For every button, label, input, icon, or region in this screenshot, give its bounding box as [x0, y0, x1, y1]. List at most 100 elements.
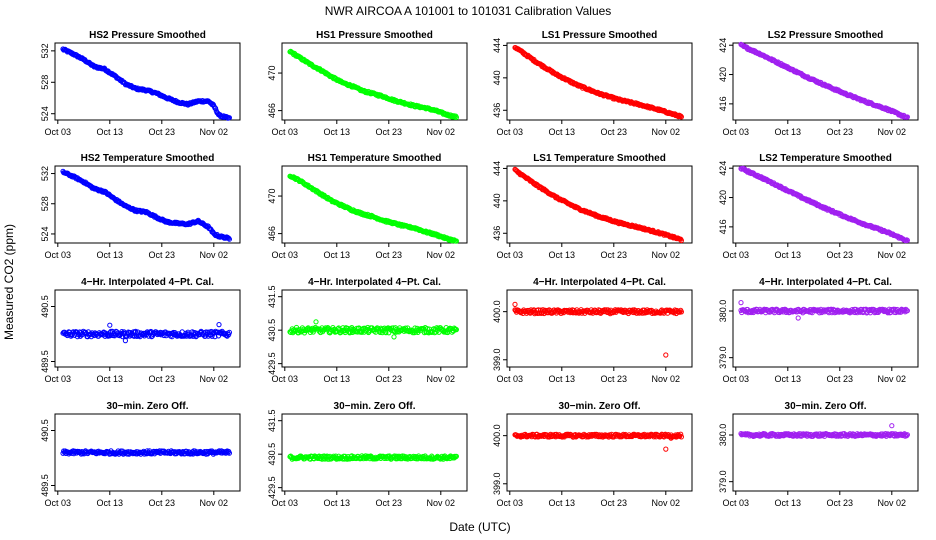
panel-grid: HS2 Pressure Smoothed 524 528 532 Oct 03 Oct …: [40, 30, 919, 508]
plot-frame: [54, 413, 241, 492]
chart-panel: HS1 Temperature Smoothed 466 470 Oct 03 Oct …: [267, 153, 468, 260]
data-point: [904, 114, 911, 120]
x-tick-label: Oct 03: [45, 374, 72, 384]
x-tick-label: Oct 23: [376, 498, 403, 508]
x-tick-label: Oct 23: [376, 250, 403, 260]
x-tick-label: Oct 23: [601, 498, 628, 508]
chart-panel: LS1 Temperature Smoothed 436 440 444 Oct 03 O…: [492, 153, 693, 260]
data-series: [60, 448, 232, 457]
y-tick-label: 528: [40, 196, 50, 211]
y-tick-label: 490.5: [40, 295, 50, 318]
x-tick-label: Oct 13: [775, 127, 802, 137]
plot-frame: [281, 42, 468, 121]
panel-title: LS2 Temperature Smoothed: [759, 153, 892, 164]
x-tick-label: Oct 23: [827, 374, 854, 384]
data-point: [519, 308, 525, 314]
data-series: [512, 166, 685, 244]
x-tick-label: Oct 13: [324, 250, 351, 260]
data-point: [678, 114, 685, 120]
x-tick-label: Nov 02: [200, 127, 229, 137]
panel-title: 4−Hr. Interpolated 4−Pt. Cal.: [308, 277, 441, 288]
outlier-point: [107, 322, 113, 328]
x-tick-label: Oct 23: [601, 374, 628, 384]
chart-panel: HS2 Pressure Smoothed 524 528 532 Oct 03 Oct …: [40, 30, 241, 137]
data-series: [287, 453, 459, 462]
data-point: [226, 332, 232, 338]
y-tick-label: 379.0: [718, 346, 728, 369]
panel-title: 4−Hr. Interpolated 4−Pt. Cal.: [81, 277, 214, 288]
panel-title: HS2 Pressure Smoothed: [89, 30, 206, 41]
outlier-point: [795, 315, 801, 321]
x-tick-label: Oct 13: [97, 127, 124, 137]
y-tick-label: 431.5: [267, 285, 277, 308]
x-tick-label: Oct 23: [149, 127, 176, 137]
x-tick-label: Oct 13: [97, 498, 124, 508]
y-tick-label: 431.5: [267, 409, 277, 432]
x-tick-label: Oct 13: [775, 250, 802, 260]
x-axis-title: Date (UTC): [449, 520, 510, 534]
data-point: [678, 113, 684, 119]
x-tick-label: Oct 23: [149, 374, 176, 384]
y-tick-label: 436: [492, 103, 502, 118]
x-tick-label: Oct 13: [549, 127, 576, 137]
panel-title: HS2 Temperature Smoothed: [81, 153, 215, 164]
y-tick-label: 424: [718, 38, 728, 53]
plot-frame: [732, 289, 919, 368]
plot-frame: [54, 165, 241, 244]
chart-panel: 4−Hr. Interpolated 4−Pt. Cal. 399.0 400.0 O…: [492, 277, 693, 384]
x-tick-label: Nov 02: [427, 250, 456, 260]
chart-panel: 30−min. Zero Off. 429.5 430.5 431.5 Oct 03 Oc…: [267, 401, 468, 508]
x-tick-label: Nov 02: [652, 127, 681, 137]
y-tick-label: 429.5: [267, 476, 277, 499]
data-series: [512, 431, 685, 452]
x-tick-label: Nov 02: [200, 374, 229, 384]
panel-title: 30−min. Zero Off.: [559, 401, 641, 412]
x-tick-label: Oct 23: [827, 127, 854, 137]
x-tick-label: Oct 23: [827, 498, 854, 508]
outlier-point: [391, 334, 397, 340]
y-tick-label: 416: [718, 219, 728, 234]
outlier-point: [122, 338, 129, 344]
figure-title: NWR AIRCOA A 101001 to 101031 Calibratio…: [325, 4, 612, 18]
y-tick-label: 420: [718, 67, 728, 82]
data-series: [738, 423, 911, 439]
x-tick-label: Oct 13: [324, 374, 351, 384]
y-tick-label: 444: [492, 161, 502, 176]
plot-frame: [506, 165, 693, 244]
data-point: [678, 237, 685, 244]
data-point: [633, 307, 639, 314]
x-tick-label: Oct 13: [97, 250, 124, 260]
x-tick-label: Nov 02: [652, 250, 681, 260]
x-tick-label: Oct 23: [601, 250, 628, 260]
x-tick-label: Oct 03: [272, 250, 299, 260]
x-tick-label: Nov 02: [200, 250, 229, 260]
x-tick-label: Oct 13: [549, 498, 576, 508]
data-series: [512, 301, 685, 358]
data-series: [60, 46, 232, 121]
y-tick-label: 524: [40, 106, 50, 121]
x-tick-label: Oct 23: [149, 250, 176, 260]
x-tick-label: Oct 03: [497, 250, 524, 260]
plot-frame: [506, 413, 693, 492]
y-tick-label: 532: [40, 166, 50, 181]
y-tick-label: 470: [267, 66, 277, 81]
outlier-point: [216, 322, 222, 328]
data-series: [287, 173, 459, 244]
x-tick-label: Oct 03: [497, 127, 524, 137]
outlier-point: [512, 301, 518, 307]
chart-panel: LS2 Temperature Smoothed 416 420 424 Oct 03 O…: [718, 153, 919, 260]
x-tick-label: Oct 13: [775, 374, 802, 384]
y-tick-label: 532: [40, 43, 50, 58]
x-tick-label: Nov 02: [878, 498, 907, 508]
x-tick-label: Oct 23: [376, 374, 403, 384]
x-tick-label: Oct 13: [549, 374, 576, 384]
x-tick-label: Nov 02: [427, 374, 456, 384]
data-series: [738, 165, 911, 244]
panel-title: 30−min. Zero Off.: [785, 401, 867, 412]
plot-frame: [281, 289, 468, 368]
x-tick-label: Oct 23: [149, 498, 176, 508]
x-tick-label: Nov 02: [427, 498, 456, 508]
y-tick-label: 399.0: [492, 349, 502, 372]
panel-title: 4−Hr. Interpolated 4−Pt. Cal.: [759, 277, 892, 288]
